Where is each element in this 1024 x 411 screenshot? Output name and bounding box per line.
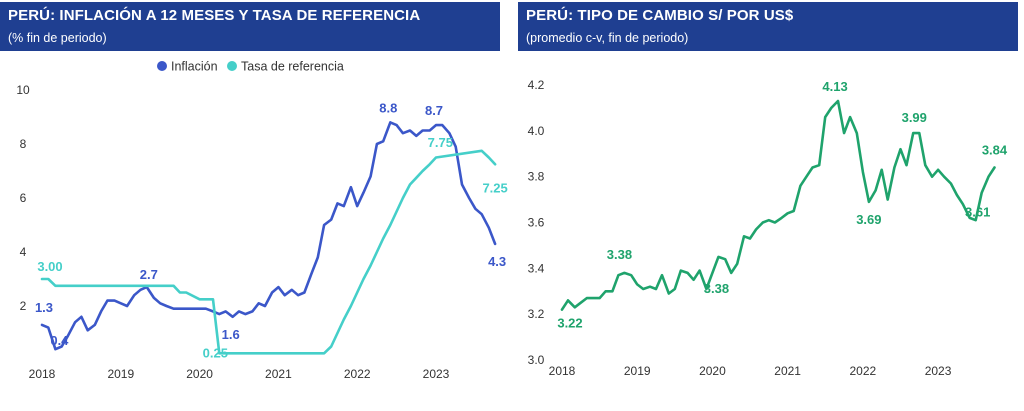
inflation-tasa-de-referencia-line [40,149,497,355]
exchange-rate-y-tick-label: 4.0 [528,124,545,138]
exchange-rate-y-tick-label: 3.6 [528,216,545,230]
inflation-y-tick-label: 8 [20,137,27,151]
inflation-chart-panel: PERÚ: INFLACIÓN A 12 MESES Y TASA DE REF… [0,0,508,411]
inflation-x-tick-label: 2019 [107,367,134,381]
inflation-x-tick-label: 2021 [265,367,292,381]
inflation-data-label: 7.75 [428,135,453,150]
inflation-data-label: 0.25 [203,345,228,360]
legend-label: Tasa de referencia [241,60,344,74]
exchange-rate-x-tick-label: 2023 [925,364,952,378]
exchange-rate-chart-plot: 3.0 3.2 3.4 3.6 3.8 4.0 4.2 2018 2019 2020 2021 202… [528,78,1008,378]
exchange-rate-data-label: 3.84 [982,143,1008,158]
exchange-rate-data-label: 3.69 [856,212,881,227]
exchange-rate-chart-panel: PERÚ: TIPO DE CAMBIO S/ POR US$ (promedi… [518,0,1024,411]
inflation-data-label: 1.6 [222,327,240,342]
exchange-rate-data-label: 4.13 [822,79,847,94]
inflation-x-tick-label: 2023 [423,367,450,381]
inflation-y-tick-label: 2 [20,299,27,313]
exchange-rate-y-tick-label: 4.2 [528,78,545,92]
exchange-rate-x-tick-label: 2019 [624,364,651,378]
exchange-rate-x-tick-label: 2020 [699,364,726,378]
exchange-rate-y-tick-label: 3.0 [528,353,545,367]
exchange-rate-chart-title: PERÚ: TIPO DE CAMBIO S/ POR US$ [526,7,794,24]
legend-label: Inflación [171,60,218,74]
inflation-chart-plot: 2 4 6 8 10 2018 2019 2020 2021 2022 2023 Inflación T… [16,60,507,382]
inflation-data-label: 4.3 [488,254,506,269]
exchange-rate-chart-header: PERÚ: TIPO DE CAMBIO S/ POR US$ (promedi… [518,2,1018,51]
inflation-y-tick-label: 4 [20,245,27,259]
exchange-rate-data-label: 3.99 [902,110,927,125]
inflation-x-tick-label: 2018 [29,367,56,381]
exchange-rate-y-tick-label: 3.2 [528,307,545,321]
inflation-data-label: 1.3 [35,300,53,315]
legend-marker [227,61,237,71]
exchange-rate-data-label: 3.22 [557,316,582,331]
inflation-data-label: 0.4 [50,333,69,348]
exchange-rate-y-tick-label: 3.4 [528,261,545,275]
inflation-chart-title: PERÚ: INFLACIÓN A 12 MESES Y TASA DE REF… [8,7,421,24]
inflation-inflaci-n-line [40,121,497,351]
exchange-rate-data-label: 3.38 [607,247,632,262]
exchange-rate-x-tick-label: 2018 [549,364,576,378]
inflation-chart-subtitle: (% fin de periodo) [8,31,107,45]
exchange-rate-x-tick-label: 2021 [774,364,801,378]
inflation-data-label: 2.7 [140,267,158,282]
inflation-data-label: 7.25 [482,180,507,195]
inflation-data-label: 3.00 [37,259,62,274]
exchange-rate-y-tick-label: 3.8 [528,170,545,184]
exchange-rate-chart-subtitle: (promedio c-v, fin de periodo) [526,31,689,45]
inflation-x-tick-label: 2020 [186,367,213,381]
inflation-data-label: 8.8 [379,100,397,115]
exchange-rate-x-tick-label: 2022 [850,364,877,378]
inflation-chart-header: PERÚ: INFLACIÓN A 12 MESES Y TASA DE REF… [0,2,500,51]
exchange-rate-series-line [560,99,996,311]
inflation-y-tick-label: 10 [16,83,30,97]
legend-marker [157,61,167,71]
inflation-data-label: 8.7 [425,103,443,118]
inflation-x-tick-label: 2022 [344,367,371,381]
exchange-rate-data-label: 3.38 [704,281,729,296]
exchange-rate-data-label: 3.61 [965,205,990,220]
inflation-y-tick-label: 6 [20,191,27,205]
